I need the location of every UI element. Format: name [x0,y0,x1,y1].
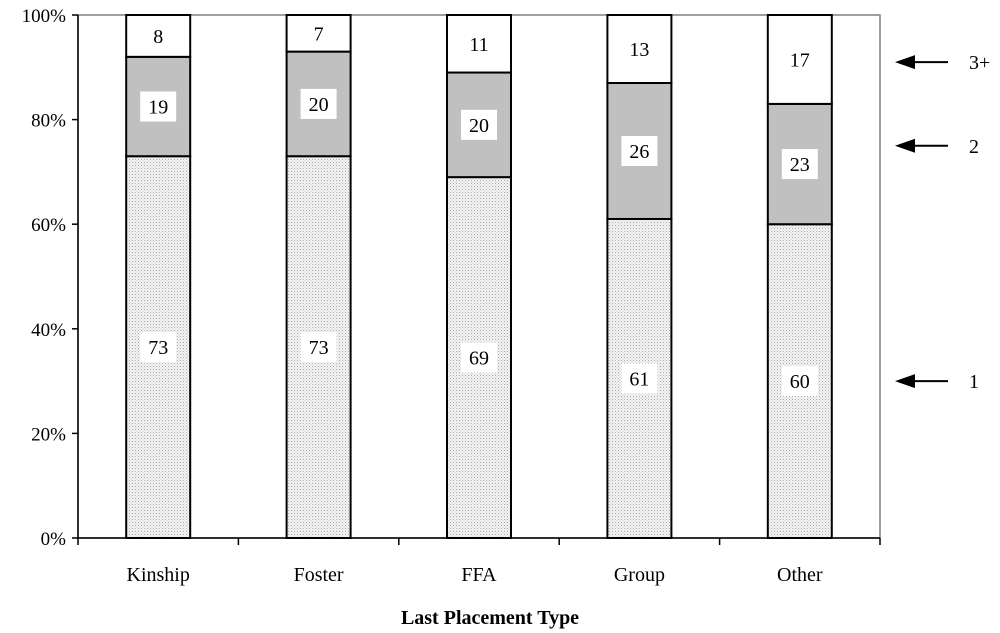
bar-group-other: 60 23 17 [768,15,832,538]
data-label: 17 [790,49,810,71]
data-label: 23 [790,154,810,176]
y-tick-label: 60% [31,215,66,236]
data-label: 11 [469,34,488,56]
data-label: 26 [629,141,649,163]
y-tick-label: 20% [31,424,66,445]
y-tick-label: 100% [22,6,67,27]
data-label: 7 [314,23,324,45]
y-axis: 0% 20% 40% 60% 80% 100% [22,6,78,550]
bar-group-ffa: 69 20 11 [447,15,511,538]
data-label: 73 [309,337,329,359]
legend: 3+ 2 1 [895,52,990,393]
data-label: 60 [790,371,810,393]
data-label: 13 [629,39,649,61]
x-tick-label: Foster [294,564,344,586]
data-label: 20 [309,94,329,116]
bar-group-kinship: 73 19 8 [126,15,190,538]
legend-entry: 2 [895,136,979,158]
x-axis-title: Last Placement Type [401,607,579,629]
data-label: 73 [148,337,168,359]
x-tick-label: FFA [461,564,497,586]
data-label: 20 [469,115,489,137]
data-label: 61 [629,368,649,390]
x-tick-label: Other [777,564,823,586]
bar-group-group: 61 26 13 [607,15,671,538]
legend-label: 1 [969,371,979,393]
y-tick-label: 80% [31,111,66,132]
x-tick-label: Group [614,564,665,586]
legend-entry: 3+ [895,52,990,74]
x-axis: Kinship Foster FFA Group Other [78,538,880,586]
legend-arrow-head [895,374,915,388]
data-label: 69 [469,348,489,370]
bars: 73 19 8 73 20 7 69 20 11 61 26 13 60 23 17 [126,15,832,538]
x-tick-label: Kinship [127,564,190,586]
legend-arrow-head [895,55,915,69]
data-label: 8 [153,26,163,48]
y-tick-label: 40% [31,320,66,341]
y-tick-label: 0% [41,529,67,550]
legend-arrow-head [895,139,915,153]
data-label: 19 [148,97,168,119]
legend-label: 3+ [969,52,990,74]
bar-group-foster: 73 20 7 [287,15,351,538]
legend-entry: 1 [895,371,979,393]
legend-label: 2 [969,136,979,158]
